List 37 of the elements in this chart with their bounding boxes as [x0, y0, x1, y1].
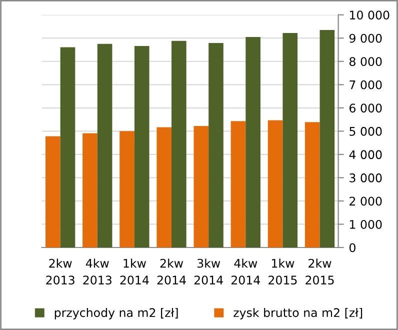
y-tick-label: 2 000: [350, 196, 382, 206]
x-tick-label: 2kw 2015: [306, 258, 334, 285]
x-tick-label: 2kw 2013: [46, 258, 74, 285]
bar: [120, 131, 134, 248]
bar: [172, 40, 186, 248]
bar: [156, 127, 172, 248]
bar: [134, 46, 150, 248]
bar: [97, 44, 112, 248]
x-tick-label: 4kw 2013: [83, 258, 112, 285]
y-tick-label: 10 000: [350, 10, 390, 20]
x-tick-label: 3kw 2014: [194, 258, 223, 285]
y-tick-label: 6 000: [350, 104, 382, 113]
legend-label: przychody na m2 [zł]: [54, 308, 178, 320]
bar: [282, 32, 298, 248]
y-tick-label: 4 000: [349, 150, 382, 160]
bar: [268, 120, 283, 248]
bar: [230, 121, 246, 248]
y-tick-label: 0: [349, 243, 356, 252]
bar: [246, 36, 260, 248]
x-tick-label: 2kw 2014: [157, 258, 186, 285]
bar: [304, 122, 320, 248]
bar: [82, 133, 98, 248]
bar: [320, 30, 335, 248]
y-tick-label: 3 000: [350, 173, 382, 182]
y-tick-label: 8 000: [350, 57, 382, 66]
bar: [60, 47, 76, 248]
y-tick-label: 9 000: [349, 34, 382, 43]
y-tick-label: 5 000: [350, 126, 382, 136]
x-tick-label: 4kw 2014: [231, 258, 260, 285]
x-tick-label: 1kw 2014: [120, 258, 149, 285]
bar: [194, 126, 209, 248]
x-tick-label: 1kw 2015: [268, 258, 297, 285]
legend-label: zysk brutto na m2 [zł]: [234, 308, 362, 320]
bar: [208, 43, 224, 248]
y-tick-label: 7 000: [350, 80, 382, 90]
bar: [45, 136, 60, 248]
y-tick-label: 1 000: [350, 220, 382, 229]
